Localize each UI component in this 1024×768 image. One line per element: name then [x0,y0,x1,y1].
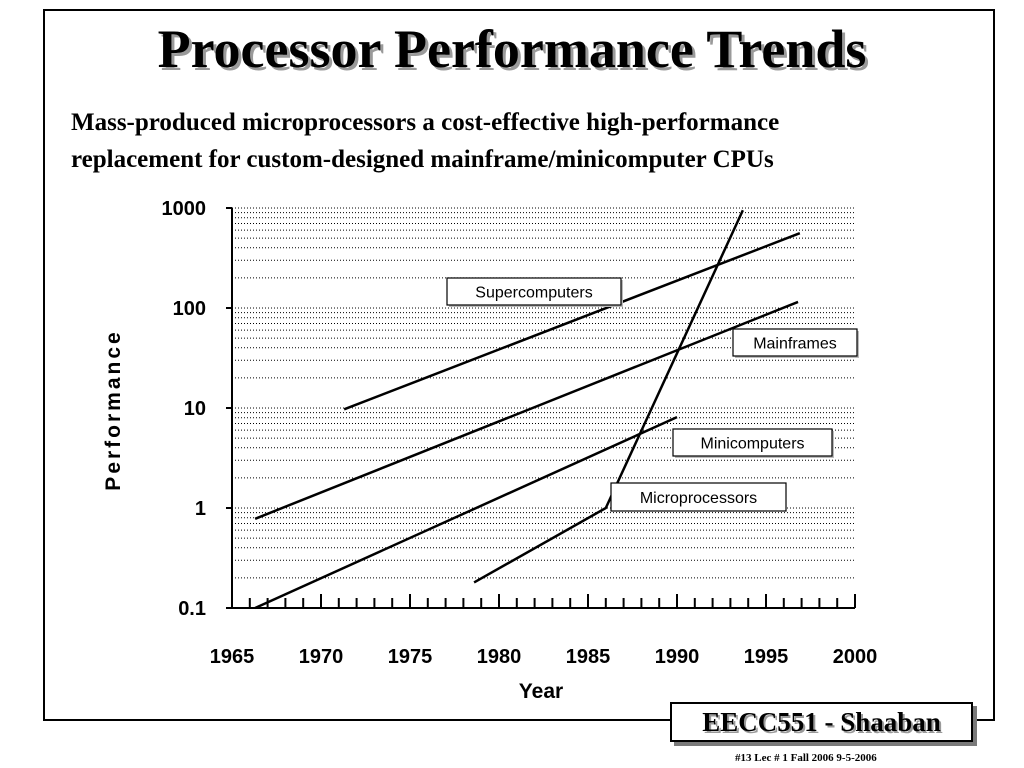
grid-lines [232,207,855,609]
x-tick-label: 1990 [655,646,700,668]
y-tick-label: 0.1 [178,598,206,620]
series-labels: Supercomputers Mainframes Minicomputers Mic… [446,277,859,512]
slide-frame [43,9,995,721]
svg-text:Supercomputers: Supercomputers [475,285,592,302]
svg-text:Microprocessors: Microprocessors [640,490,757,507]
tick-labels: 0.1 1 10 100 1000 1965 1970 1975 1980 1985 1990 199… [102,198,877,703]
slide-title: Processor Performance Trends [157,19,867,79]
slide-subtitle: Mass-produced microprocessors a cost-eff… [71,104,971,178]
series-line-microprocessors [473,209,744,584]
axes [226,207,856,609]
lecture-note: #13 Lec # 1 Fall 2006 9-5-2006 [735,752,877,764]
series-label-minicomputers: Minicomputers [672,428,834,458]
x-axis-title: Year [519,680,563,703]
x-tick-label: 1995 [744,646,789,668]
y-axis-title: Performance [102,329,125,490]
course-footer: EECC551 - Shaaban [670,702,973,742]
series-label-mainframes: Mainframes [732,328,859,358]
x-tick-label: 1980 [477,646,522,668]
y-tick-label: 100 [173,298,206,320]
x-tick-label: 1975 [388,646,433,668]
series-label-microprocessors: Microprocessors [610,482,787,512]
series-line-supercomputers [343,232,801,411]
svg-text:Mainframes: Mainframes [753,336,837,353]
x-tick-label: 1965 [210,646,255,668]
y-tick-label: 10 [184,398,206,420]
series-line-minicomputers [254,416,678,610]
svg-text:Minicomputers: Minicomputers [700,436,804,453]
x-tick-label: 1985 [566,646,611,668]
subtitle-line-1: Mass-produced microprocessors a cost-eff… [71,109,780,136]
y-tick-label: 1000 [162,198,207,220]
y-tick-label: 1 [195,498,206,520]
x-tick-label: 2000 [833,646,878,668]
series-line-mainframes [254,300,799,520]
series-lines [254,209,801,610]
subtitle-line-2: replacement for custom-designed mainfram… [71,146,774,173]
series-label-supercomputers: Supercomputers [446,277,623,307]
x-tick-label: 1970 [299,646,344,668]
